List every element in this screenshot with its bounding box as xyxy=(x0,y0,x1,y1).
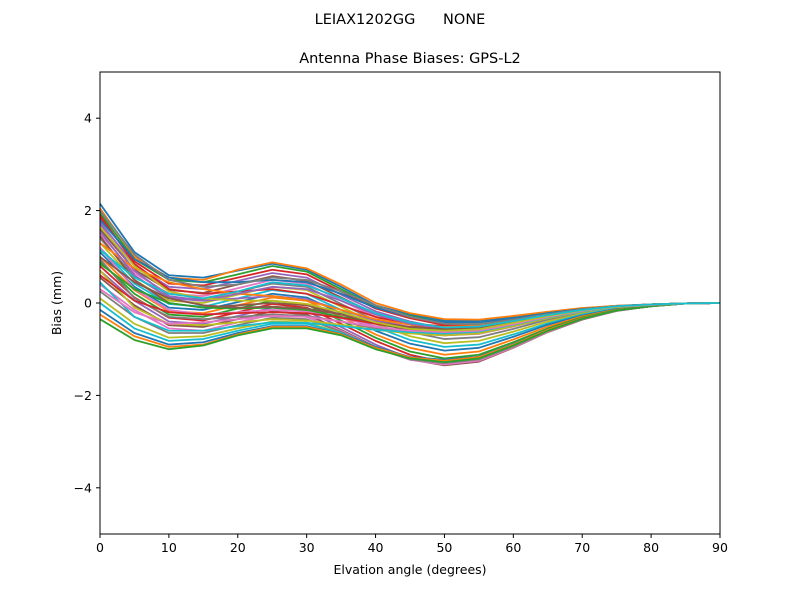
x-axis-label: Elvation angle (degrees) xyxy=(333,562,486,577)
chart-title: Antenna Phase Biases: GPS-L2 xyxy=(299,51,521,67)
y-tick-label: 2 xyxy=(84,203,92,218)
y-tick-label: 0 xyxy=(84,296,92,311)
y-tick-label: 4 xyxy=(84,111,92,126)
x-tick-label: 0 xyxy=(96,540,104,555)
series-lines xyxy=(99,203,721,367)
x-tick-label: 40 xyxy=(368,540,384,555)
x-tick-label: 20 xyxy=(230,540,246,555)
x-axis: 0 10 20 30 40 50 60 70 80 90 xyxy=(96,534,728,555)
x-tick-label: 60 xyxy=(505,540,521,555)
y-axis-label: Bias (mm) xyxy=(49,271,64,335)
x-tick-label: 30 xyxy=(299,540,315,555)
series-line-40 xyxy=(99,249,721,329)
x-tick-label: 90 xyxy=(712,540,728,555)
y-tick-label: −2 xyxy=(74,388,92,403)
x-tick-label: 70 xyxy=(574,540,590,555)
series-line-23 xyxy=(99,302,721,364)
y-tick-label: −4 xyxy=(74,480,92,495)
figure-suptitle: LEIAX1202GG NONE xyxy=(315,12,486,28)
x-tick-label: 80 xyxy=(643,540,659,555)
x-tick-label: 50 xyxy=(436,540,452,555)
x-tick-label: 10 xyxy=(161,540,177,555)
y-axis: −4 −2 0 2 4 xyxy=(74,111,100,495)
